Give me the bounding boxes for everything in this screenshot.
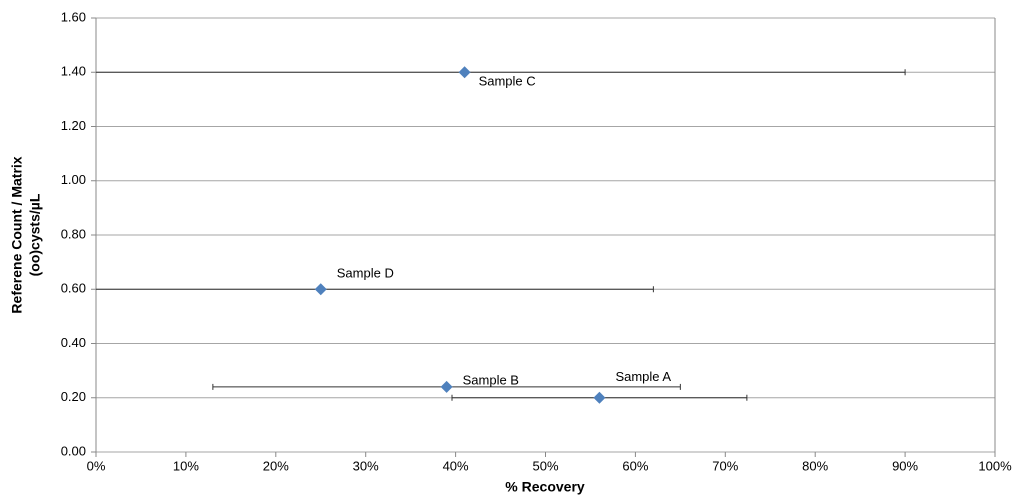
y-axis-title: (oo)cysts/µL: [27, 193, 43, 276]
y-tick-label: 1.60: [61, 9, 86, 24]
y-tick-label: 1.40: [61, 64, 86, 79]
x-tick-label: 80%: [802, 458, 828, 473]
y-tick-label: 0.00: [61, 443, 86, 458]
point: [593, 391, 606, 404]
x-tick-label: 60%: [622, 458, 648, 473]
y-tick-label: 0.20: [61, 389, 86, 404]
point: [440, 380, 453, 393]
x-axis-title: % Recovery: [505, 479, 585, 495]
y-tick-label: 0.60: [61, 281, 86, 296]
y-tick-label: 1.00: [61, 172, 86, 187]
point: [458, 66, 471, 79]
y-tick-label: 1.20: [61, 118, 86, 133]
data-label: Sample C: [479, 74, 536, 89]
data-label: Sample D: [337, 266, 394, 281]
x-tick-label: 100%: [978, 458, 1012, 473]
y-axis-title: Referene Count / Matrix: [9, 156, 25, 313]
x-tick-label: 20%: [263, 458, 289, 473]
data-label: Sample A: [615, 369, 671, 384]
data-label: Sample B: [463, 372, 519, 387]
x-tick-label: 10%: [173, 458, 199, 473]
x-tick-label: 70%: [712, 458, 738, 473]
x-tick-label: 50%: [532, 458, 558, 473]
x-tick-label: 30%: [353, 458, 379, 473]
point: [314, 283, 327, 296]
x-tick-label: 40%: [443, 458, 469, 473]
x-tick-label: 90%: [892, 458, 918, 473]
x-tick-label: 0%: [87, 458, 106, 473]
y-tick-label: 0.80: [61, 226, 86, 241]
y-tick-label: 0.40: [61, 335, 86, 350]
